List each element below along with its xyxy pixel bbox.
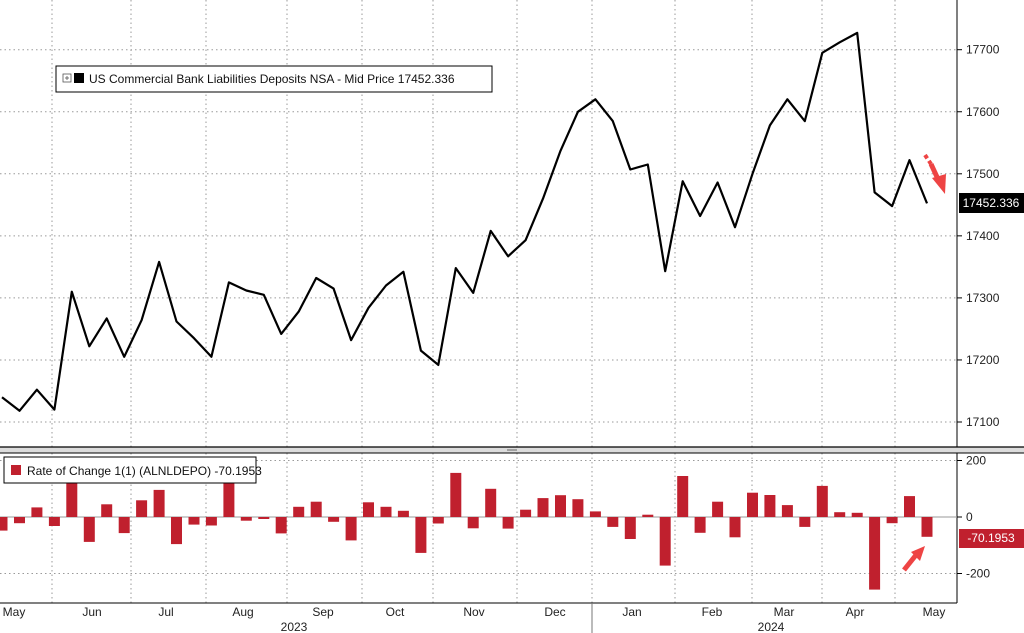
roc-bar	[188, 517, 200, 525]
roc-bar	[223, 483, 235, 517]
x-ticks: May Jun Jul Aug Sep Oct Nov Dec Jan Feb Mar Apr May 2…	[3, 603, 946, 633]
x-tick-label: Dec	[544, 605, 565, 619]
down-arrow-icon	[923, 153, 946, 194]
roc-bar	[118, 517, 130, 534]
x-tick-label: May	[3, 605, 26, 619]
up-arrow-icon	[902, 546, 925, 572]
roc-bar	[677, 476, 689, 517]
roc-bar	[345, 517, 357, 541]
deposits-series-line	[1, 31, 929, 412]
x-tick-label: Jul	[158, 605, 173, 619]
roc-bar	[659, 517, 671, 566]
deposit-legend-label: US Commercial Bank Liabilities Deposits …	[89, 72, 455, 86]
x-tick-label: Aug	[232, 605, 253, 619]
deposit-last-value-badge: 17452.336	[959, 193, 1024, 213]
roc-bar	[328, 517, 340, 522]
roc-bar	[153, 489, 165, 517]
roc-bar	[48, 517, 60, 526]
roc-bar	[0, 517, 8, 531]
x-year-label: 2024	[758, 620, 785, 633]
roc-bar	[694, 517, 706, 533]
roc-bar	[101, 504, 113, 517]
roc-bar	[851, 512, 863, 517]
roc-bar	[415, 517, 427, 553]
roc-legend: Rate of Change 1(1) (ALNLDEPO) -70.1953	[3, 456, 262, 484]
legend-swatch-red	[11, 465, 21, 475]
roc-bar	[747, 492, 758, 517]
roc-bar	[537, 498, 549, 517]
rate-of-change-bars	[0, 463, 933, 590]
roc-bar	[275, 517, 287, 534]
roc-bar	[642, 514, 654, 517]
y-tick-label: 17300	[966, 291, 1000, 305]
roc-bar	[293, 506, 305, 517]
roc-bar	[729, 517, 741, 538]
deposit-legend: US Commercial Bank Liabilities Deposits …	[55, 65, 493, 93]
roc-bar	[205, 517, 217, 526]
top-y-ticks: 17100 17200 17300 17400 17500 17600 17700	[957, 43, 1000, 429]
roc-bar	[799, 517, 811, 527]
x-tick-label: Oct	[386, 605, 405, 619]
y-tick-label: 17200	[966, 353, 1000, 367]
roc-bar	[572, 499, 584, 517]
roc-bar	[764, 495, 776, 517]
roc-bar	[781, 505, 793, 517]
roc-bar	[136, 500, 148, 517]
roc-last-value-badge: -70.1953	[959, 529, 1024, 548]
roc-last-value: -70.1953	[967, 531, 1015, 545]
roc-bar	[14, 517, 25, 524]
y-tick-label: 0	[966, 510, 973, 524]
roc-bar	[380, 506, 392, 517]
roc-bar	[502, 517, 514, 529]
y-tick-label: 17600	[966, 105, 1000, 119]
roc-bar	[904, 496, 915, 517]
roc-bar	[816, 485, 828, 517]
x-tick-label: May	[923, 605, 946, 619]
roc-bar	[83, 517, 95, 542]
deposit-last-value: 17452.336	[963, 196, 1020, 210]
roc-bar	[589, 511, 601, 517]
roc-bar	[171, 517, 182, 545]
x-tick-label: Mar	[774, 605, 795, 619]
roc-bar	[869, 517, 881, 590]
bottom-y-ticks: 200 0 -200	[957, 454, 990, 581]
roc-bar	[432, 517, 444, 524]
roc-bar	[31, 507, 43, 517]
x-year-label: 2023	[281, 620, 308, 633]
y-tick-label: 17700	[966, 43, 1000, 57]
roc-bar	[555, 495, 566, 517]
roc-bar	[624, 517, 636, 539]
roc-bar	[712, 501, 724, 517]
x-tick-label: Apr	[846, 605, 865, 619]
roc-bar	[886, 517, 898, 524]
x-tick-label: Jan	[622, 605, 641, 619]
roc-bar	[363, 502, 374, 517]
roc-bar	[834, 512, 846, 517]
y-tick-label: 17400	[966, 229, 1000, 243]
x-tick-label: Sep	[312, 605, 334, 619]
roc-bar	[485, 488, 497, 518]
roc-bar	[607, 517, 619, 527]
roc-bar	[467, 517, 479, 529]
grid-lines	[0, 0, 957, 603]
roc-bar	[397, 510, 409, 517]
roc-bar	[66, 463, 78, 517]
y-tick-label: 200	[966, 454, 986, 468]
roc-bar	[520, 509, 532, 517]
roc-bar	[450, 472, 462, 517]
roc-bar	[258, 517, 270, 519]
y-tick-label: -200	[966, 567, 990, 581]
roc-bar	[921, 517, 933, 537]
roc-legend-label: Rate of Change 1(1) (ALNLDEPO) -70.1953	[27, 464, 262, 478]
roc-bar	[240, 517, 252, 521]
x-tick-label: Feb	[702, 605, 723, 619]
y-tick-label: 17500	[966, 167, 1000, 181]
x-tick-label: Jun	[82, 605, 101, 619]
roc-bar	[310, 501, 322, 517]
x-tick-label: Nov	[463, 605, 484, 619]
y-tick-label: 17100	[966, 415, 1000, 429]
legend-swatch-black	[74, 73, 84, 83]
